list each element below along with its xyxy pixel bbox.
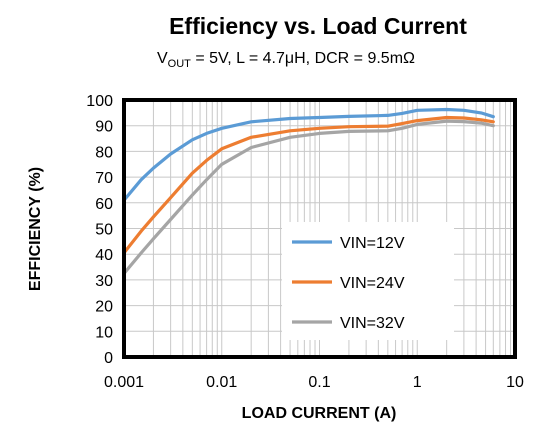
x-axis-ticks: 0.001 0.01 0.1 1 10 xyxy=(104,374,524,391)
y-tick-label: 100 xyxy=(86,93,113,110)
legend: VIN=12V VIN=24V VIN=32V xyxy=(282,222,454,340)
x-axis-label: LOAD CURRENT (A) xyxy=(242,405,397,422)
legend-label: VIN=12V xyxy=(340,235,405,252)
x-tick-label: 0.01 xyxy=(206,374,237,391)
x-tick-label: 0.001 xyxy=(104,374,144,391)
subtitle-rest: = 5V, L = 4.7μH, DCR = 9.5mΩ xyxy=(191,50,415,67)
subtitle-subscript: OUT xyxy=(168,58,192,70)
y-tick-label: 0 xyxy=(104,350,113,367)
series-line-vin-12v xyxy=(122,107,495,202)
y-tick-label: 20 xyxy=(95,299,113,316)
y-tick-label: 10 xyxy=(95,324,113,341)
chart-title: Efficiency vs. Load Current xyxy=(169,13,467,39)
subtitle-prefix: V xyxy=(157,50,168,67)
y-tick-label: 80 xyxy=(95,144,113,161)
chart-subtitle: VOUT = 5V, L = 4.7μH, DCR = 9.5mΩ xyxy=(157,50,415,70)
y-tick-label: 60 xyxy=(95,196,113,213)
y-tick-label: 40 xyxy=(95,247,113,264)
y-tick-label: 50 xyxy=(95,222,113,239)
y-tick-label: 90 xyxy=(95,119,113,136)
y-tick-label: 30 xyxy=(95,273,113,290)
series-line-vin-24v xyxy=(122,115,495,255)
plot-area-border xyxy=(122,98,517,359)
legend-label: VIN=24V xyxy=(340,275,405,292)
series-line-vin-32v xyxy=(122,119,495,276)
x-tick-label: 10 xyxy=(506,374,524,391)
y-axis-ticks: 0 10 20 30 40 50 60 70 80 90 100 xyxy=(86,93,113,367)
y-axis-label: EFFICIENCY (%) xyxy=(27,167,44,291)
x-tick-label: 1 xyxy=(413,374,422,391)
x-tick-label: 0.1 xyxy=(308,374,330,391)
series-lines xyxy=(122,107,495,276)
legend-label: VIN=32V xyxy=(340,315,405,332)
y-tick-label: 70 xyxy=(95,170,113,187)
